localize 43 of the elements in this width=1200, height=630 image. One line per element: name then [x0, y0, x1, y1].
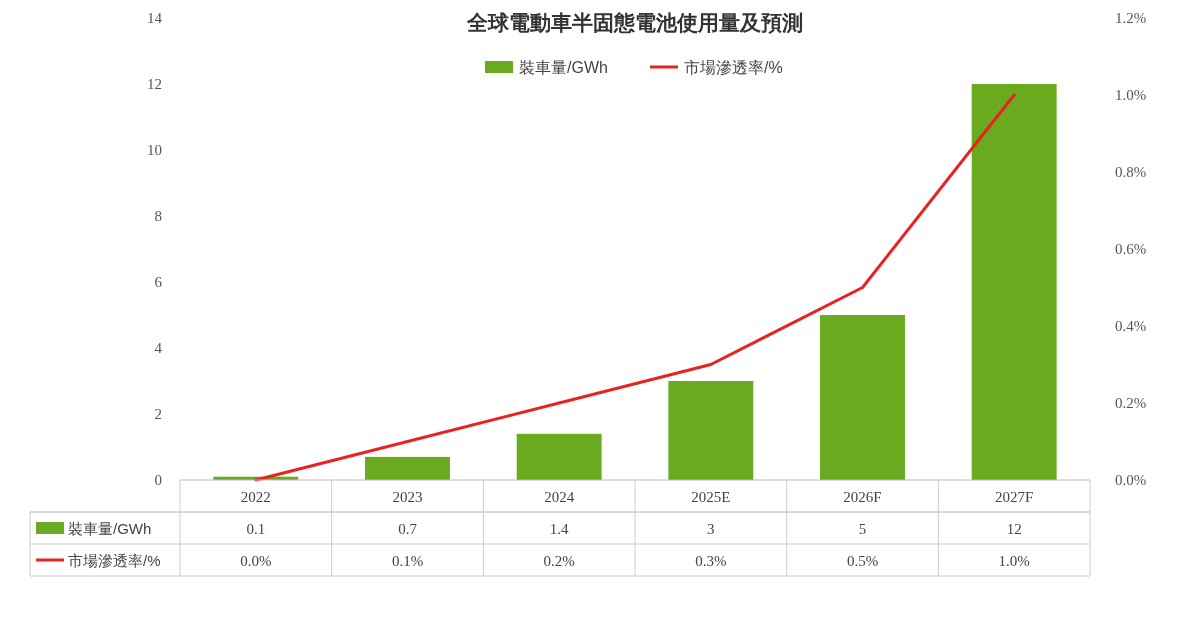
- y-tick-label: 12: [147, 76, 162, 92]
- line-series: [254, 93, 1016, 482]
- y2-tick-label: 0.0%: [1115, 472, 1147, 488]
- y-tick-label: 14: [147, 10, 163, 26]
- data-label: 1.4: [549, 521, 570, 537]
- data-label: 0.1%: [391, 553, 424, 569]
- y-tick-label: 6: [154, 274, 163, 290]
- y-tick-label: 8: [154, 208, 162, 224]
- y-tick-label: 10: [147, 142, 162, 158]
- bar: [365, 456, 450, 480]
- legend-label: 市場滲透率/%: [684, 59, 783, 76]
- bar: [971, 84, 1057, 480]
- y2-tick-label: 1.2%: [1115, 10, 1147, 26]
- y-tick-label: 2: [154, 406, 162, 422]
- data-label: 3: [707, 521, 715, 537]
- x-tick-label: 2023: [392, 489, 423, 505]
- chart-title: 全球電動車半固態電池使用量及預測: [466, 11, 803, 35]
- x-tick-label: 2025E: [691, 489, 731, 505]
- y2-tick-label: 0.4%: [1115, 318, 1147, 334]
- y-tick-label: 0: [154, 472, 162, 488]
- legend-label: 裝車量/GWh: [519, 59, 608, 76]
- bar: [516, 433, 602, 480]
- data-label: 0.0%: [240, 553, 272, 569]
- data-label: 12: [1006, 521, 1022, 537]
- y2-tick-label: 0.8%: [1115, 164, 1147, 180]
- data-label: 0.1: [246, 521, 266, 537]
- y-tick-label: 4: [154, 340, 163, 356]
- x-tick-label: 2027F: [994, 489, 1034, 505]
- text: 市場滲透率/%: [68, 552, 161, 569]
- data-label: 0.7: [398, 521, 418, 537]
- y2-tick-label: 1.0%: [1115, 87, 1147, 103]
- data-label: 0.5%: [846, 553, 879, 569]
- data-label: 0.2%: [543, 553, 575, 569]
- y2-tick-label: 0.2%: [1115, 395, 1147, 411]
- data-label: 0.3%: [695, 553, 727, 569]
- data-label: 5: [858, 521, 867, 537]
- bar: [668, 381, 754, 480]
- x-tick-label: 2026F: [843, 489, 882, 505]
- data-label: 1.0%: [998, 553, 1030, 569]
- bar: [820, 315, 905, 480]
- x-tick-label: 2022: [240, 489, 271, 505]
- x-tick-label: 2024: [544, 489, 575, 505]
- y2-tick-label: 0.6%: [1115, 241, 1147, 257]
